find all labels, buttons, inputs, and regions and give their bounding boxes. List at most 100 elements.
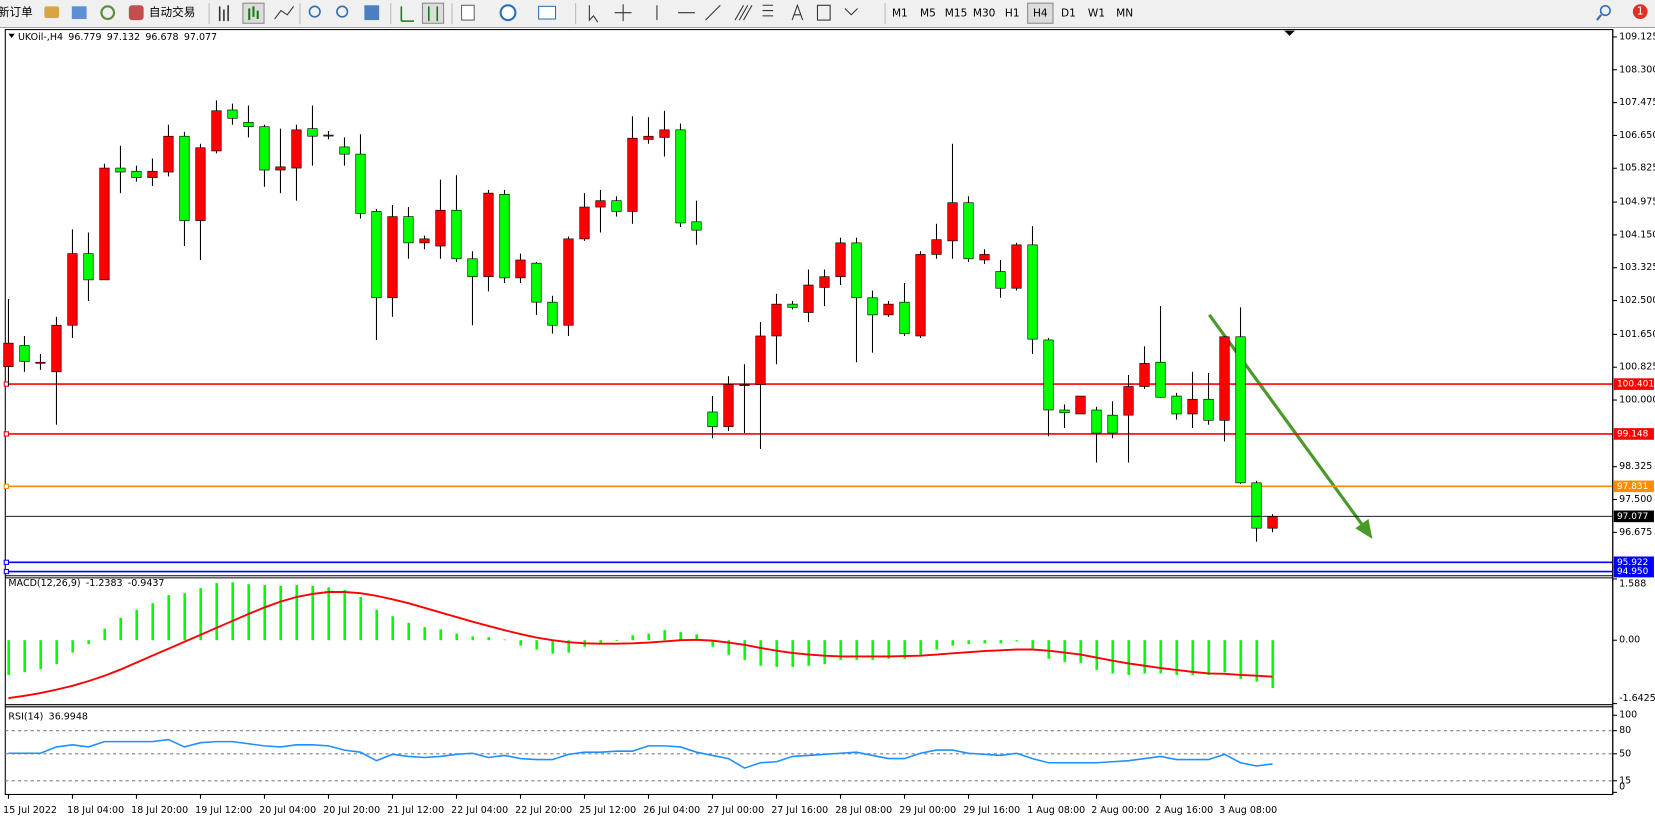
candle-body <box>1027 244 1038 340</box>
trendline-icon[interactable] <box>705 4 721 21</box>
candle-body <box>1171 395 1182 415</box>
macd-bar <box>1191 640 1195 675</box>
candle-body <box>1043 339 1054 411</box>
candle-body <box>1187 398 1198 415</box>
candle-body <box>371 211 382 299</box>
y-tick-label: 0 <box>1619 782 1625 793</box>
macd-bar <box>679 632 683 641</box>
macd-bar <box>711 640 715 647</box>
pane-header: MACD(12,26,9) -1.2383 -0.9437 <box>8 578 164 589</box>
macd-bar <box>311 585 315 641</box>
cursor-icon[interactable] <box>588 5 599 23</box>
price-label-box <box>1613 378 1654 390</box>
autoscroll-icon[interactable] <box>400 6 415 22</box>
crosshair-icon[interactable] <box>614 4 632 22</box>
chart-shift-icon[interactable] <box>428 6 439 22</box>
chart-shift-button[interactable] <box>421 2 445 24</box>
macd-bar <box>535 640 539 650</box>
auto-trading-button[interactable]: 自动交易 <box>149 5 195 19</box>
notification-badge[interactable] <box>1632 4 1648 20</box>
fibo-icon[interactable] <box>762 4 774 17</box>
price-label: 94.950 <box>1617 567 1649 577</box>
candle-body <box>883 303 894 316</box>
candle-icon[interactable] <box>248 6 259 21</box>
timeframe-button[interactable]: M5 <box>920 8 936 20</box>
x-tick-label: 18 Jul 20:00 <box>131 805 188 816</box>
zoom-out-icon[interactable] <box>336 5 349 18</box>
bar-chart-icon[interactable] <box>218 5 229 22</box>
label-icon[interactable] <box>816 4 831 21</box>
y-tick-label: 108.300 <box>1619 64 1655 75</box>
candle-body <box>739 384 750 386</box>
y-tick-label: 15 <box>1619 775 1631 786</box>
y-tick-label: 100.825 <box>1619 362 1655 373</box>
y-tick-label: 0.00 <box>1619 635 1640 646</box>
y-tick-label: 100.000 <box>1619 395 1655 406</box>
timeframe-button[interactable]: M30 <box>973 8 996 20</box>
timeframe-button[interactable]: H1 <box>1005 8 1020 20</box>
macd-bar <box>407 622 411 641</box>
price-label-box <box>1613 428 1654 440</box>
price-label: 97.831 <box>1617 482 1648 492</box>
x-tick-label: 1 Aug 08:00 <box>1027 805 1085 816</box>
x-tick-label: 15 Jul 2022 <box>3 805 57 816</box>
indicators-icon[interactable] <box>461 4 475 21</box>
icon[interactable] <box>71 6 87 20</box>
candle-body <box>675 129 686 224</box>
chart-shift-marker <box>1284 30 1295 36</box>
y-tick-label: 80 <box>1619 725 1631 736</box>
timeframe-button[interactable]: M1 <box>892 8 908 20</box>
macd-bar <box>887 640 891 659</box>
timeframe-button[interactable]: D1 <box>1061 8 1076 20</box>
macd-bar <box>247 584 251 641</box>
macd-bar <box>855 640 859 660</box>
x-tick-label: 25 Jul 12:00 <box>579 805 636 816</box>
trend-arrow-head <box>1355 519 1373 539</box>
candle-body <box>803 284 814 313</box>
timeframe-button[interactable]: M15 <box>945 8 968 20</box>
text-icon[interactable] <box>791 3 804 21</box>
candle-body <box>1251 482 1262 529</box>
timeframe-button[interactable]: W1 <box>1088 8 1105 20</box>
macd-bar <box>103 628 107 641</box>
y-tick-label: 105.825 <box>1619 163 1655 174</box>
pane-header: UKOil-,H4 96.779 97.132 96.678 97.077 <box>18 31 217 42</box>
candle-body <box>771 303 782 337</box>
candle-body <box>963 202 974 260</box>
macd-bar <box>551 640 555 654</box>
new-order-button[interactable]: 新订单 <box>0 5 33 19</box>
line-handle <box>3 559 9 565</box>
timeframe-button[interactable]: MN <box>1116 8 1133 20</box>
line-icon[interactable] <box>274 6 295 20</box>
candle-body <box>851 242 862 299</box>
icon[interactable] <box>100 5 116 21</box>
icon[interactable] <box>44 6 60 18</box>
macd-bar <box>1207 640 1211 675</box>
candle-body <box>1059 409 1070 414</box>
candle-body <box>387 216 398 299</box>
x-tick-label: 20 Jul 04:00 <box>259 805 316 816</box>
candle-body <box>99 167 110 281</box>
y-tick-label: 100 <box>1619 710 1637 721</box>
candle-body <box>35 361 46 364</box>
templates-icon[interactable] <box>538 5 557 20</box>
zoom-in-icon[interactable] <box>308 5 321 18</box>
price-label: 97.077 <box>1617 512 1648 522</box>
candle-body <box>947 202 958 242</box>
auto-trading-icon[interactable] <box>128 5 144 21</box>
shapes-icon[interactable] <box>844 8 858 16</box>
candle-body <box>499 194 510 279</box>
periods-icon[interactable] <box>499 4 517 22</box>
macd-bar <box>455 633 459 641</box>
y-tick-label: 103.325 <box>1619 262 1655 273</box>
macd-bar <box>151 603 155 641</box>
tile-icon[interactable] <box>364 5 380 21</box>
macd-bar <box>295 585 299 641</box>
search-icon[interactable] <box>1599 5 1611 17</box>
candle-body <box>339 146 350 155</box>
timeframe-button[interactable]: H4 <box>1033 8 1048 20</box>
channel-icon[interactable] <box>734 5 753 21</box>
macd-bar <box>55 640 59 665</box>
macd-bar <box>327 587 331 641</box>
